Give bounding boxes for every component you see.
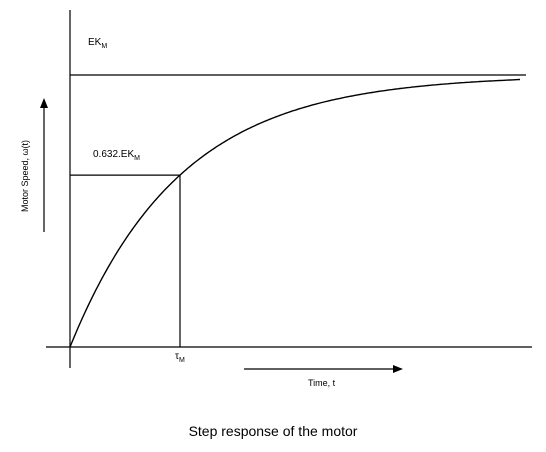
steady-state-label: EKM — [88, 37, 107, 50]
figure-caption: Step response of the motor — [188, 423, 358, 439]
y-arrow-head — [40, 98, 48, 108]
time-constant-label: τM — [175, 351, 185, 364]
step-response-curve — [69, 78, 521, 348]
marker-label: 0.632.EKM — [93, 149, 140, 162]
x-arrow-head — [393, 365, 403, 373]
x-axis-label: Time, t — [308, 378, 336, 388]
y-axis-label: Motor Speed, ω(t) — [20, 140, 30, 212]
